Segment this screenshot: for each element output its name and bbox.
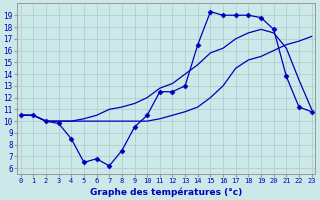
X-axis label: Graphe des températures (°c): Graphe des températures (°c) (90, 187, 242, 197)
